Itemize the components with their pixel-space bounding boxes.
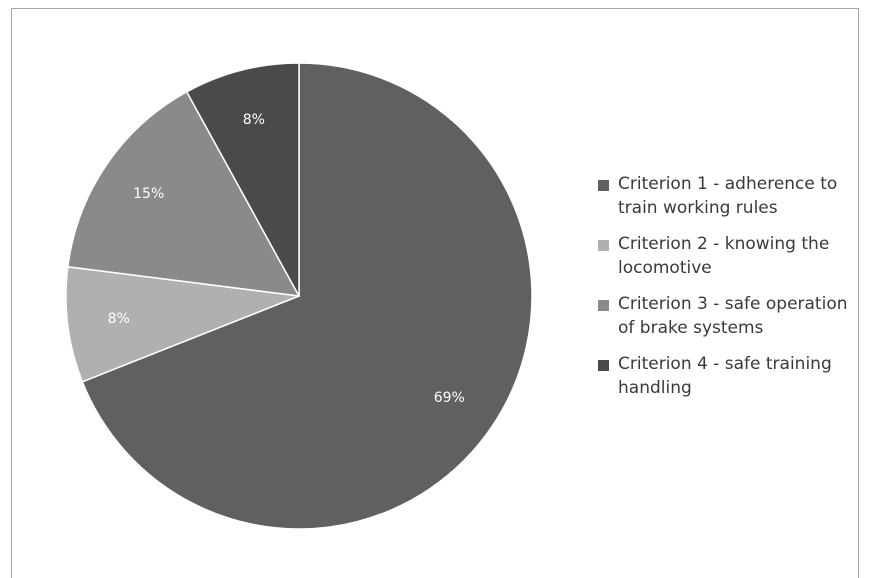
pie-slice-criterion-3 [67,90,301,297]
legend-swatch-criterion-3 [598,300,609,311]
legend-swatch-criterion-1 [598,180,609,191]
legend-swatch-criterion-2 [598,240,609,251]
slice-label-criterion-4: 8% [243,112,265,128]
pie-slice-criterion-4 [185,62,300,297]
pie-slice-criterion-2 [65,265,300,383]
legend: Criterion 1 - adherence to train working… [598,172,866,412]
legend-item-criterion-2: Criterion 2 - knowing the locomotive [598,232,866,280]
legend-label-criterion-3: Criterion 3 - safe operation of brake sy… [618,294,848,338]
pie-labels: 69% 8% 15% 8% [108,112,465,406]
pie-slice-criterion-1 [81,62,533,530]
slice-label-criterion-2: 8% [108,311,130,327]
chart-frame [11,8,859,578]
legend-label-criterion-4: Criterion 4 - safe training handling [618,354,832,398]
legend-item-criterion-3: Criterion 3 - safe operation of brake sy… [598,292,866,340]
slice-label-criterion-3: 15% [133,186,164,202]
legend-item-criterion-1: Criterion 1 - adherence to train working… [598,172,866,220]
legend-label-criterion-1: Criterion 1 - adherence to train working… [618,174,838,218]
legend-swatch-criterion-4 [598,360,609,371]
slice-label-criterion-1: 69% [434,390,465,406]
legend-label-criterion-2: Criterion 2 - knowing the locomotive [618,234,830,278]
legend-item-criterion-4: Criterion 4 - safe training handling [598,352,866,400]
pie-slices [65,62,533,530]
